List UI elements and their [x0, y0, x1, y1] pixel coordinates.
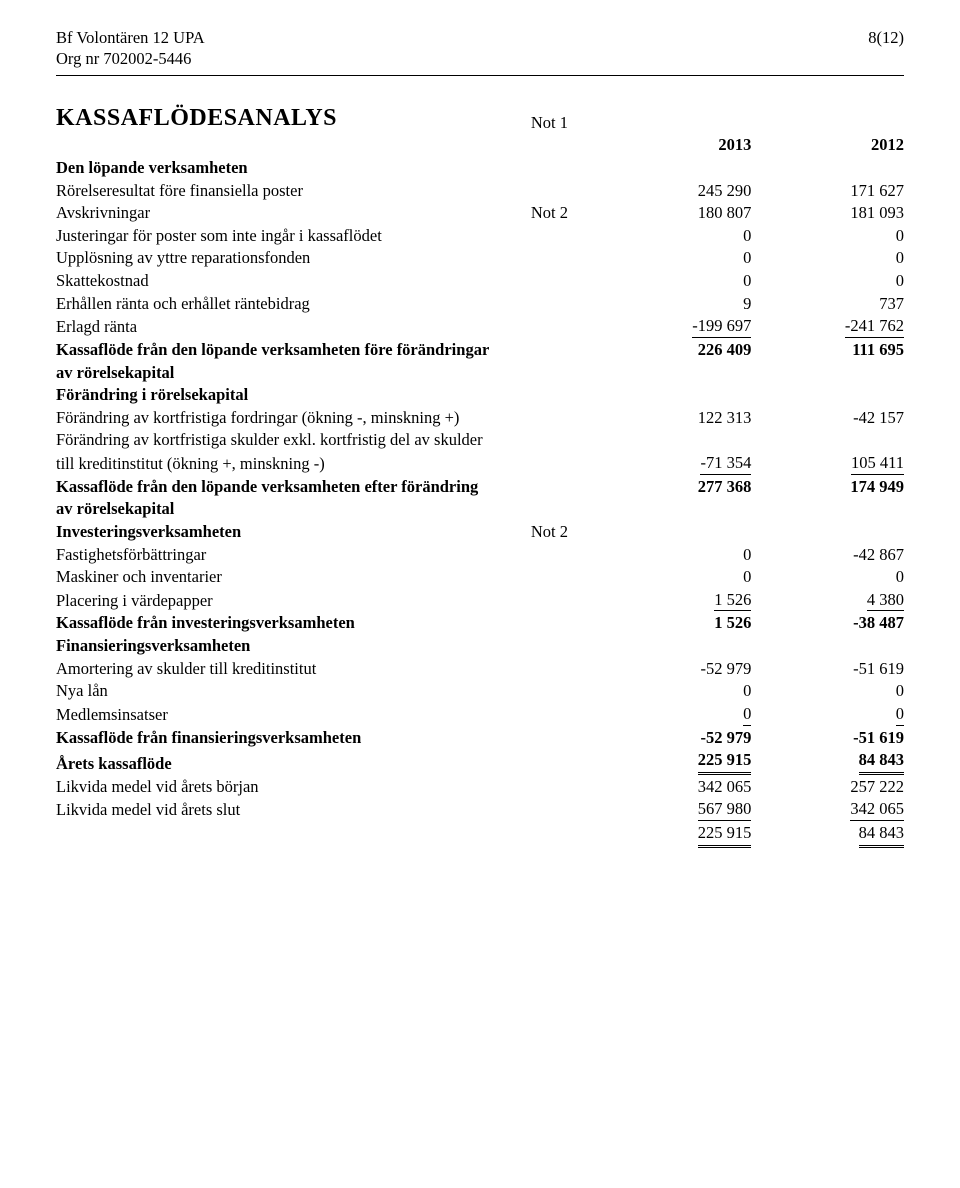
row-val: 342 065 — [698, 777, 752, 796]
row-val: 0 — [896, 248, 904, 267]
row-label: Skattekostnad — [56, 271, 149, 290]
org-number: Org nr 702002-5446 — [56, 49, 205, 70]
row-val: 0 — [896, 567, 904, 586]
row-val: 257 222 — [850, 777, 904, 796]
subtotal-val: 226 409 — [698, 340, 752, 359]
year-1: 2013 — [718, 135, 751, 154]
row-label: Erhållen ränta och erhållet räntebidrag — [56, 294, 310, 313]
page-number: 8(12) — [868, 28, 904, 49]
row-val: -51 619 — [853, 659, 904, 678]
row-val: 0 — [896, 271, 904, 290]
doc-title: KASSAFLÖDESANALYS — [56, 105, 337, 131]
row-label: Amortering av skulder till kreditinstitu… — [56, 659, 316, 678]
row-val: 0 — [743, 545, 751, 564]
row-label: Justeringar för poster som inte ingår i … — [56, 226, 382, 245]
row-val: 0 — [743, 248, 751, 267]
subtotal-label: Kassaflöde från den löpande verksamheten… — [56, 340, 489, 359]
row-val: 0 — [743, 681, 751, 700]
row-label: Förändring av kortfristiga skulder exkl.… — [56, 430, 483, 449]
title-note: Not 1 — [531, 113, 568, 132]
cashflow-table: KASSAFLÖDESANALYS Not 1 2013 2012 Den lö… — [56, 102, 904, 848]
header-divider — [56, 75, 904, 76]
subtotal-val: -38 487 — [853, 613, 904, 632]
subtotal-label: Kassaflöde från investeringsverksamheten — [56, 613, 355, 632]
company-name: Bf Volontären 12 UPA — [56, 28, 205, 49]
row-val: -241 762 — [845, 316, 904, 338]
row-val: 122 313 — [698, 408, 752, 427]
row-label: Rörelseresultat före finansiella poster — [56, 181, 303, 200]
row-label: Avskrivningar — [56, 203, 150, 222]
row-val: 0 — [743, 567, 751, 586]
s4-heading: Finansieringsverksamheten — [56, 636, 250, 655]
row-val: -42 867 — [853, 545, 904, 564]
subtotal-label: av rörelsekapital — [56, 499, 174, 518]
subtotal-label: Kassaflöde från den löpande verksamheten… — [56, 477, 478, 496]
row-val: 0 — [896, 226, 904, 245]
subtotal-val: 277 368 — [698, 477, 752, 496]
s3-heading: Investeringsverksamheten — [56, 522, 241, 541]
row-val: 4 380 — [867, 590, 904, 612]
row-note: Not 2 — [531, 203, 568, 222]
row-val: 180 807 — [698, 203, 752, 222]
page-header: Bf Volontären 12 UPA Org nr 702002-5446 … — [56, 28, 904, 69]
row-val: 0 — [743, 226, 751, 245]
subtotal-label: av rörelsekapital — [56, 363, 174, 382]
row-label: Erlagd ränta — [56, 317, 137, 336]
row-val: 1 526 — [714, 590, 751, 612]
row-val: 0 — [896, 681, 904, 700]
row-val: 737 — [879, 294, 904, 313]
total-val: 225 915 — [698, 750, 752, 775]
s2-heading: Förändring i rörelsekapital — [56, 385, 248, 404]
row-label: till kreditinstitut (ökning +, minskning… — [56, 454, 325, 473]
row-val: 0 — [743, 271, 751, 290]
row-val: -71 354 — [700, 453, 751, 475]
subtotal-val: -52 979 — [700, 728, 751, 747]
row-label: Likvida medel vid årets början — [56, 777, 259, 796]
row-val: 245 290 — [698, 181, 752, 200]
row-val: 9 — [743, 294, 751, 313]
row-label: Fastighetsförbättringar — [56, 545, 206, 564]
subtotal-val: 111 695 — [852, 340, 904, 359]
total-val: 84 843 — [859, 750, 904, 775]
row-label: Nya lån — [56, 681, 108, 700]
row-val: -199 697 — [692, 316, 751, 338]
row-label: Maskiner och inventarier — [56, 567, 222, 586]
row-label: Medlemsinsatser — [56, 705, 168, 724]
row-val: 181 093 — [850, 203, 904, 222]
s3-note: Not 2 — [531, 522, 568, 541]
row-label: Förändring av kortfristiga fordringar (ö… — [56, 408, 459, 427]
subtotal-label: Kassaflöde från finansieringsverksamhete… — [56, 728, 361, 747]
row-label: Upplösning av yttre reparationsfonden — [56, 248, 310, 267]
row-label: Likvida medel vid årets slut — [56, 800, 240, 819]
row-val: -52 979 — [700, 659, 751, 678]
diff-val: 84 843 — [859, 823, 904, 848]
row-val: -42 157 — [853, 408, 904, 427]
diff-val: 225 915 — [698, 823, 752, 848]
row-val: 0 — [896, 704, 904, 726]
total-label: Årets kassaflöde — [56, 754, 172, 773]
row-val: 342 065 — [850, 799, 904, 821]
row-val: 0 — [743, 704, 751, 726]
subtotal-val: 1 526 — [714, 613, 751, 632]
year-2: 2012 — [871, 135, 904, 154]
row-label: Placering i värdepapper — [56, 591, 213, 610]
row-val: 105 411 — [851, 453, 904, 475]
s1-heading: Den löpande verksamheten — [56, 158, 248, 177]
row-val: 567 980 — [698, 799, 752, 821]
subtotal-val: -51 619 — [853, 728, 904, 747]
row-val: 171 627 — [850, 181, 904, 200]
subtotal-val: 174 949 — [850, 477, 904, 496]
